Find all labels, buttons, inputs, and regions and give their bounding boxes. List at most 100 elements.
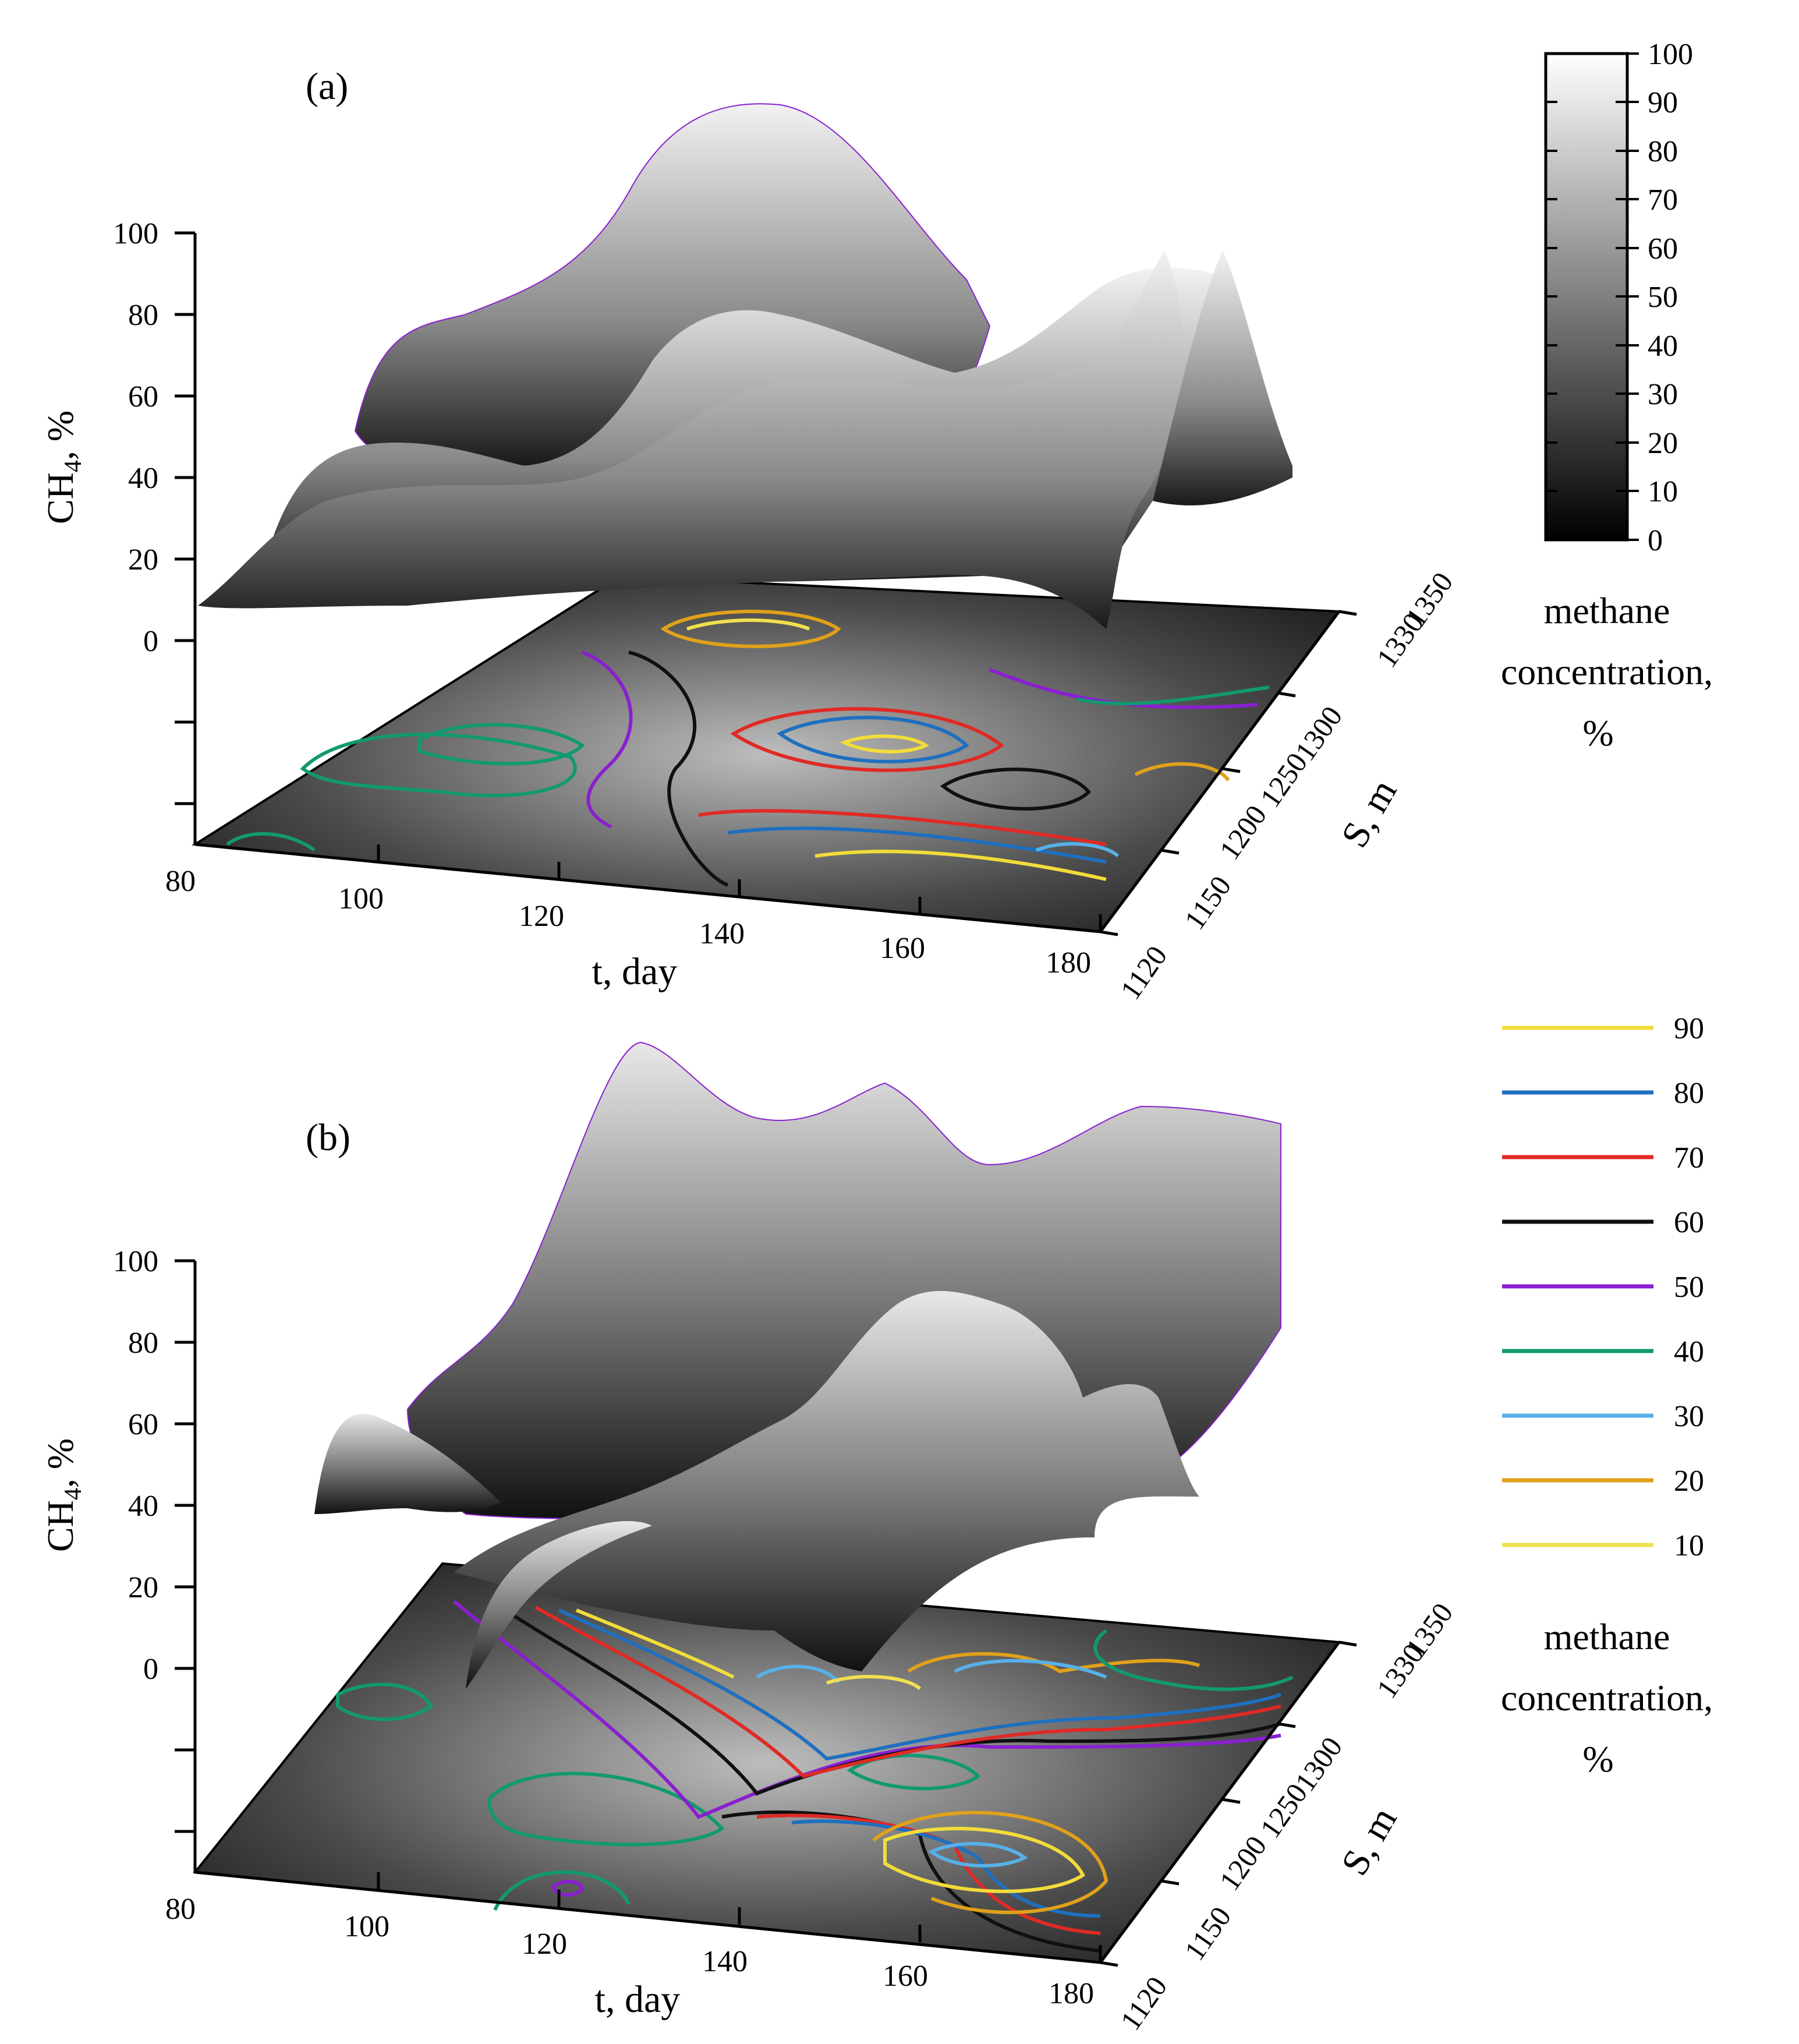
contour-40 bbox=[417, 723, 585, 766]
panel-b-s-axis-label: S, m bbox=[1333, 1800, 1405, 1882]
z-label-tail: , % bbox=[40, 1438, 81, 1488]
legend-entry-70: 70 bbox=[1502, 1141, 1704, 1175]
panel-a-s-axis bbox=[1099, 610, 1357, 936]
contour-40 bbox=[487, 1771, 725, 1847]
panel-a: (a) 100 80 60 40 20 0 CH4, % bbox=[40, 65, 1459, 1005]
contour-40 bbox=[1093, 1629, 1294, 1691]
panel-b-t-axis bbox=[193, 1855, 1102, 1964]
colorbar-tick-labels: 100 90 80 70 60 50 40 30 20 10 0 bbox=[1648, 38, 1693, 557]
contour-40 bbox=[493, 1870, 631, 1911]
contour-90 bbox=[575, 1608, 735, 1679]
contour-30 bbox=[756, 1664, 840, 1684]
colorbar-gradient bbox=[1544, 52, 1629, 542]
panel-b-t-axis-label: t, day bbox=[595, 1978, 681, 2021]
colorbar-title: methane concentration, % bbox=[1501, 590, 1713, 754]
contour-70 bbox=[698, 809, 1107, 846]
t-tick-label: 180 bbox=[1049, 1977, 1094, 2010]
t-tick-label: 100 bbox=[338, 882, 384, 915]
legend-label: 50 bbox=[1674, 1271, 1704, 1304]
colorbar: 100 90 80 70 60 50 40 30 20 10 0 methane… bbox=[1501, 38, 1713, 754]
legend-title-line: concentration, bbox=[1501, 1677, 1713, 1718]
contour-80 bbox=[777, 716, 969, 763]
contour-20 bbox=[872, 1810, 1109, 1914]
colorbar-tick-label: 70 bbox=[1648, 183, 1678, 217]
s-tick-label: 1150 bbox=[1178, 1901, 1237, 1967]
legend-label: 40 bbox=[1674, 1335, 1704, 1368]
colorbar-tick-label: 40 bbox=[1648, 330, 1678, 363]
panel-a-surface bbox=[198, 103, 1292, 629]
z-tick-label: 100 bbox=[113, 217, 158, 250]
contour-90 bbox=[840, 734, 929, 754]
contour-80 bbox=[558, 1608, 1281, 1761]
surface-spike bbox=[466, 1520, 652, 1689]
z-tick-label: 40 bbox=[128, 462, 158, 495]
panel-a-z-tick-labels: 100 80 60 40 20 0 bbox=[113, 217, 158, 658]
t-tick-label: 80 bbox=[165, 1893, 196, 1926]
legend-entry-20: 20 bbox=[1502, 1465, 1704, 1498]
surface-peak-right bbox=[1153, 250, 1292, 505]
panel-b-surface bbox=[314, 1041, 1281, 1689]
colorbar-tick-label: 30 bbox=[1648, 378, 1678, 411]
legend-entry-40: 40 bbox=[1502, 1335, 1704, 1368]
legend-entries: 90 80 70 60 50 40 bbox=[1502, 1012, 1704, 1562]
t-tick-label: 180 bbox=[1046, 946, 1091, 979]
contour-30 bbox=[928, 1842, 1028, 1868]
legend-title-line: % bbox=[1582, 1738, 1613, 1780]
z-tick-label: 20 bbox=[128, 543, 158, 577]
panel-a-t-tick-labels: 80 100 120 140 160 180 bbox=[165, 865, 1091, 979]
contour-40 bbox=[1076, 685, 1270, 706]
contour-50 bbox=[581, 650, 633, 829]
panel-a-z-axis bbox=[175, 231, 197, 844]
colorbar-tick-label: 50 bbox=[1648, 281, 1678, 314]
t-tick-label: 120 bbox=[519, 900, 564, 933]
legend-entry-90: 90 bbox=[1502, 1012, 1704, 1045]
legend-entry-80: 80 bbox=[1502, 1077, 1704, 1110]
panel-b-z-axis bbox=[175, 1259, 197, 1872]
legend-entry-50: 50 bbox=[1502, 1271, 1704, 1304]
panel-b-label: (b) bbox=[306, 1116, 350, 1159]
contour-60 bbox=[628, 650, 729, 887]
panel-b-z-axis-label: CH4, % bbox=[40, 1438, 87, 1552]
panel-a-z-axis-label: CH4, % bbox=[40, 411, 87, 524]
legend-label: 90 bbox=[1674, 1012, 1704, 1045]
contour-legend-title: methane concentration, % bbox=[1501, 1616, 1713, 1780]
z-tick-label: 60 bbox=[128, 380, 158, 413]
panel-b-t-tick-labels: 80 100 120 140 160 180 bbox=[165, 1893, 1094, 2010]
contour-20 bbox=[660, 610, 841, 648]
z-tick-label: 100 bbox=[113, 1245, 158, 1278]
contour-60 bbox=[940, 768, 1092, 811]
contour-10 bbox=[686, 618, 810, 631]
colorbar-title-line: methane bbox=[1544, 590, 1670, 631]
z-tick-label: 0 bbox=[143, 1653, 158, 1686]
colorbar-title-line: % bbox=[1582, 712, 1613, 754]
contour-40 bbox=[336, 1682, 433, 1721]
s-tick-label: 1120 bbox=[1114, 940, 1173, 1006]
z-label-main: CH bbox=[40, 1500, 81, 1552]
contour-legend: 90 80 70 60 50 40 bbox=[1501, 1012, 1713, 1780]
colorbar-tick-label: 0 bbox=[1648, 524, 1663, 557]
z-label-tail: , % bbox=[40, 411, 81, 460]
colorbar-tick-label: 100 bbox=[1648, 38, 1693, 71]
floor-plane bbox=[191, 575, 1341, 933]
s-tick-label: 1200 bbox=[1213, 1830, 1273, 1896]
s-tick-label: 1200 bbox=[1213, 799, 1273, 865]
s-tick-label: 1150 bbox=[1178, 870, 1237, 936]
contour-70 bbox=[534, 1606, 1281, 1778]
contour-50 bbox=[453, 1600, 1281, 1819]
colorbar-tick-label: 90 bbox=[1648, 86, 1678, 119]
legend-label: 70 bbox=[1674, 1141, 1704, 1175]
z-tick-label: 20 bbox=[128, 1571, 158, 1604]
surface-ridge-left-lobe bbox=[314, 1413, 501, 1514]
panel-a-t-axis bbox=[193, 827, 1102, 933]
z-label-sub: 4 bbox=[60, 1488, 87, 1500]
s-tick-label: 1120 bbox=[1114, 1971, 1173, 2036]
colorbar-ticks bbox=[1546, 52, 1639, 541]
legend-label: 30 bbox=[1674, 1400, 1704, 1433]
t-tick-label: 160 bbox=[880, 932, 925, 965]
contour-40 bbox=[226, 832, 316, 852]
z-label-main: CH bbox=[40, 472, 81, 524]
panel-a-floor bbox=[191, 575, 1341, 933]
t-tick-label: 140 bbox=[702, 1945, 748, 1978]
legend-label: 10 bbox=[1674, 1529, 1704, 1562]
